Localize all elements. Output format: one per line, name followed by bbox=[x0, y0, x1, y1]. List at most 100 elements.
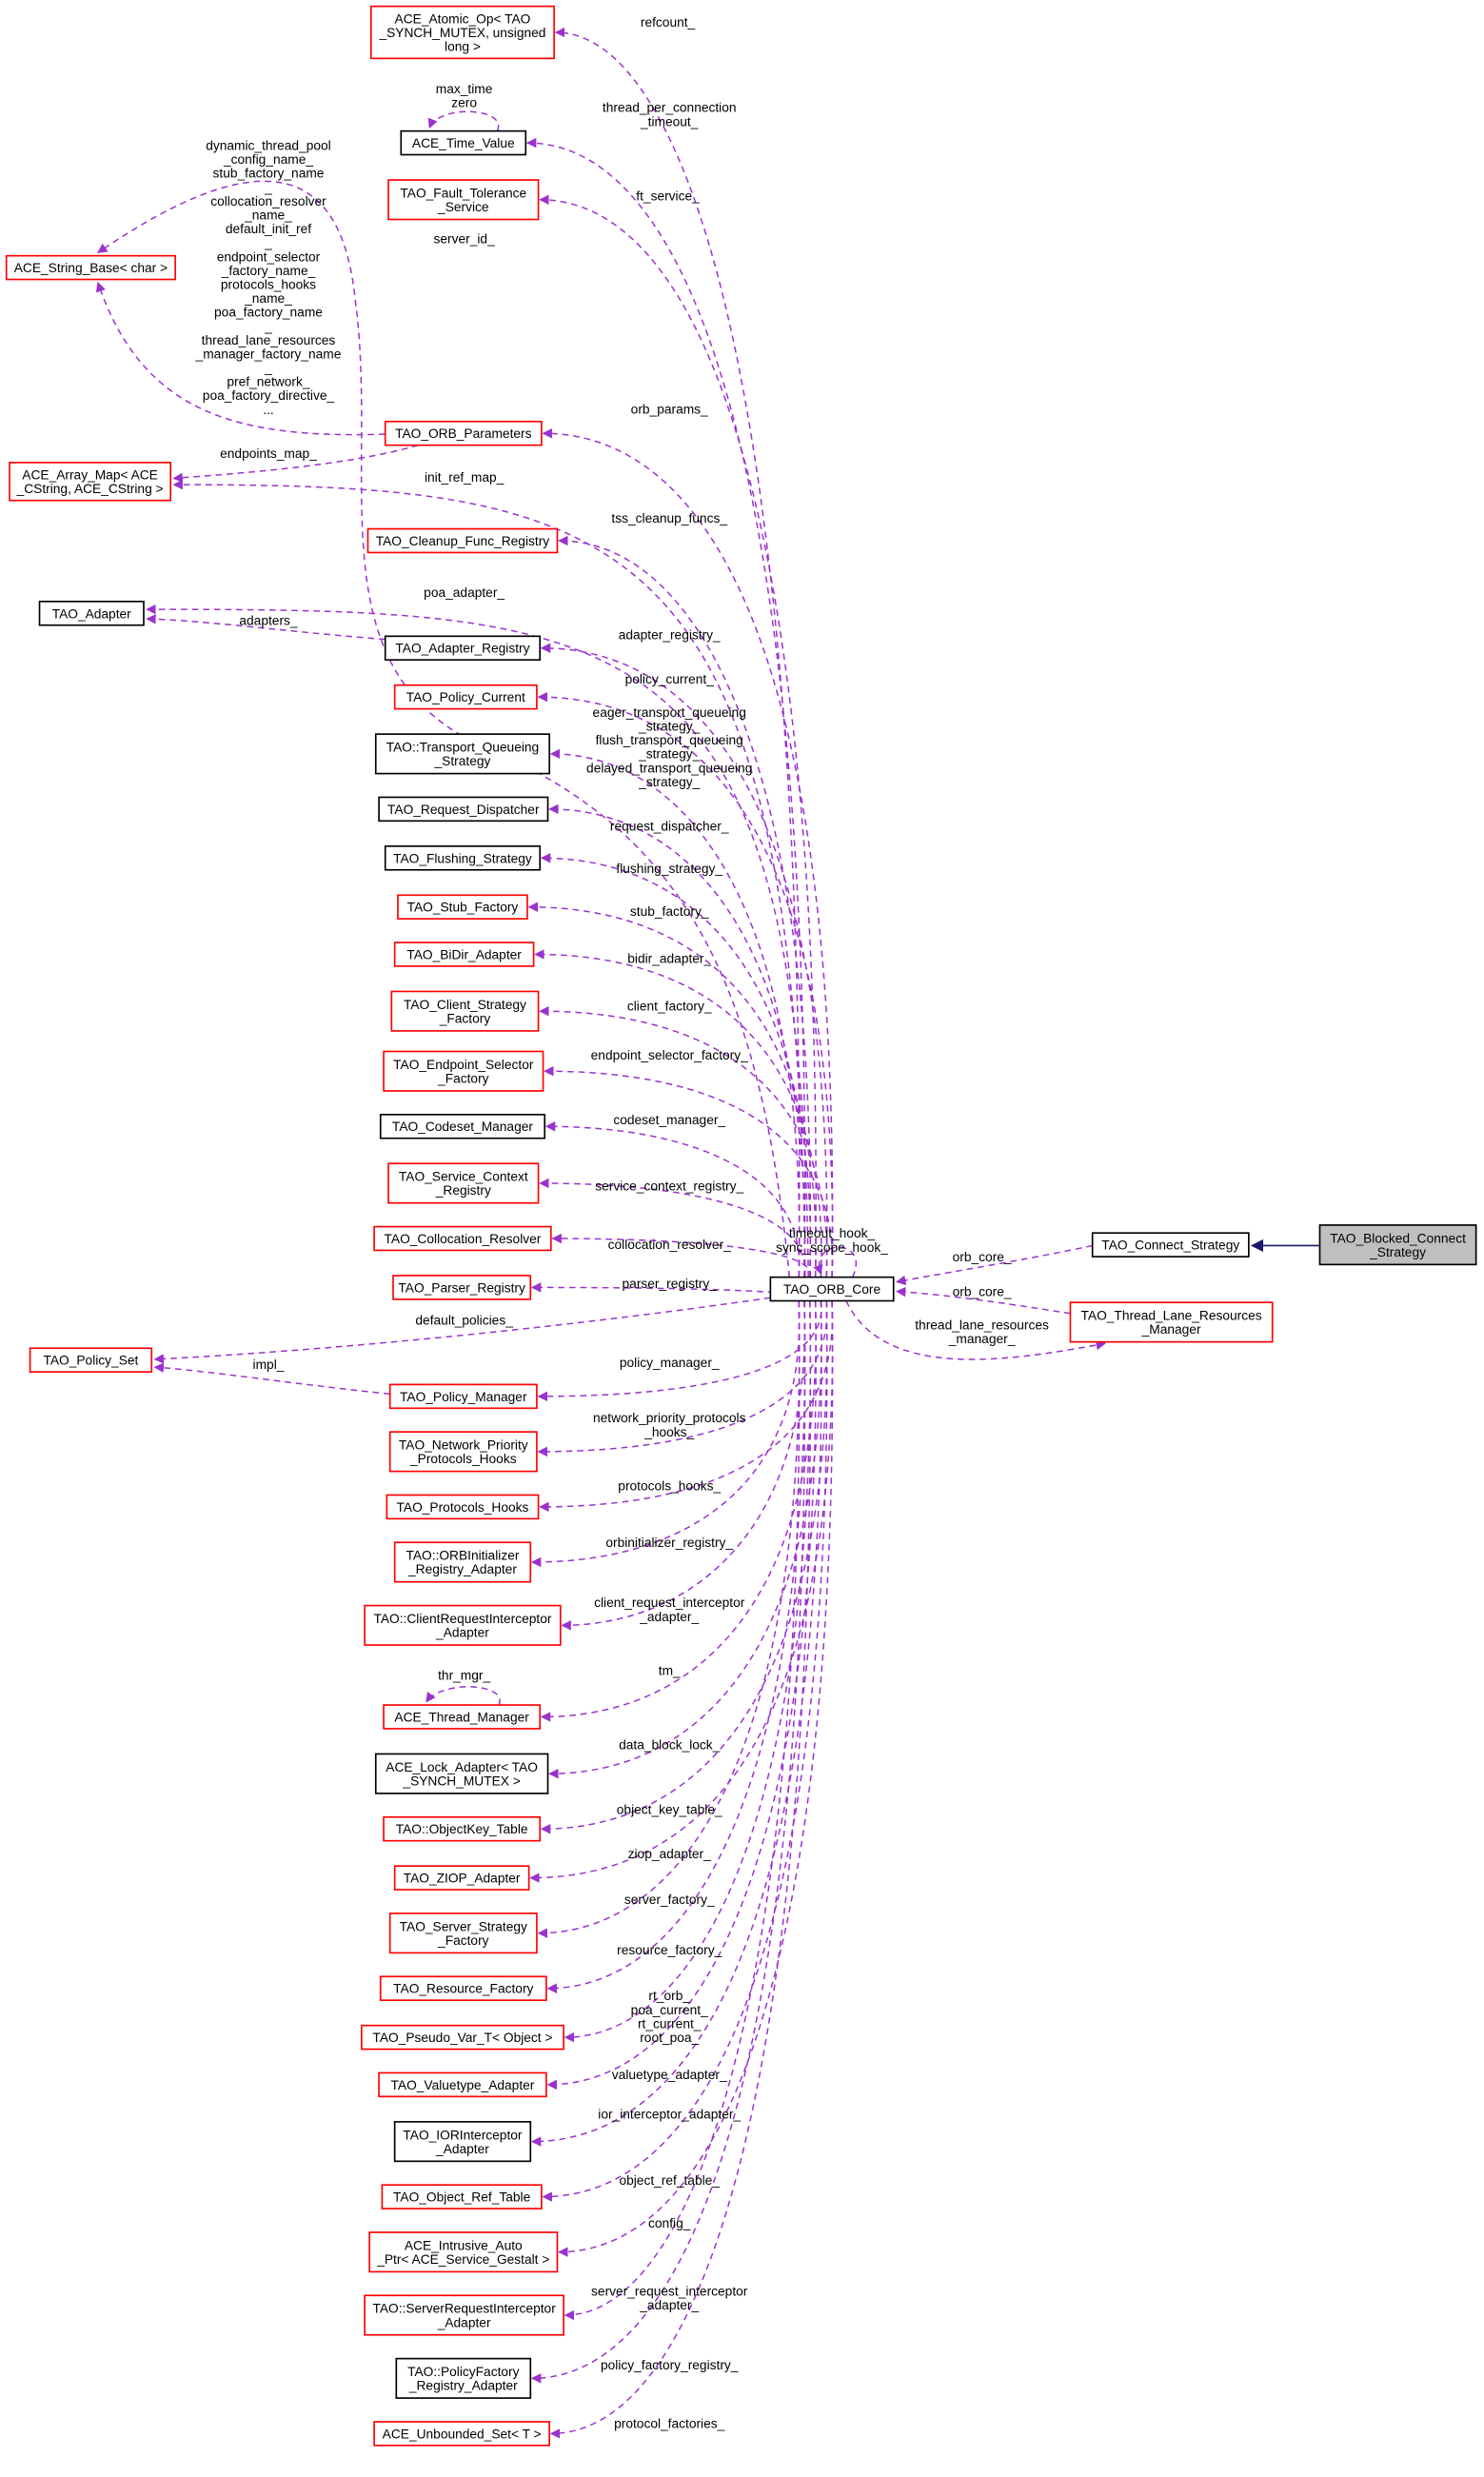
class-node-cri[interactable]: TAO::ClientRequestInterceptor _Adapter bbox=[364, 1604, 562, 1646]
class-node-arraymap[interactable]: ACE_Array_Map< ACE _CString, ACE_CString … bbox=[9, 462, 171, 502]
class-node-ft[interactable]: TAO_Fault_Tolerance _Service bbox=[387, 179, 540, 221]
usage-edge-core-to-policymgr bbox=[537, 1300, 822, 1402]
class-node-adapter[interactable]: TAO_Adapter bbox=[38, 601, 145, 626]
usage-edge-core-to-threadmgr bbox=[540, 1300, 817, 1722]
class-box bbox=[769, 1276, 895, 1302]
class-name: TAO_Adapter_Registry bbox=[395, 642, 529, 656]
class-node-flushing[interactable]: TAO_Flushing_Strategy bbox=[384, 845, 542, 871]
class-node-atomic[interactable]: ACE_Atomic_Op< TAO _SYNCH_MUTEX, unsigned… bbox=[369, 5, 555, 60]
edge-label: object_ref_table_ bbox=[619, 2173, 720, 2188]
class-node-connect[interactable]: TAO_Connect_Strategy bbox=[1091, 1232, 1250, 1258]
class-node-clientsf[interactable]: TAO_Client_Strategy _Factory bbox=[390, 990, 540, 1032]
edge-label: dynamic_thread_pool _config_name_ stub_fac… bbox=[195, 139, 342, 417]
class-box bbox=[1069, 1301, 1274, 1343]
class-node-endpointsf[interactable]: TAO_Endpoint_Selector _Factory bbox=[383, 1050, 544, 1092]
usage-edge-tlrm-to-core bbox=[895, 1286, 1071, 1315]
class-node-ssf[interactable]: TAO_Server_Strategy _Factory bbox=[388, 1912, 538, 1954]
class-name: TAO_Pseudo_Var_T< Object > bbox=[372, 2031, 552, 2045]
class-box bbox=[392, 1275, 532, 1300]
class-box bbox=[393, 1541, 532, 1583]
class-name: TAO_Client_Strategy _Factory bbox=[404, 998, 526, 1026]
usage-edge-core-to-arraymap bbox=[172, 479, 806, 1278]
class-node-blocked[interactable]: TAO_Blocked_Connect _Strategy bbox=[1318, 1224, 1477, 1266]
class-node-bidir[interactable]: TAO_BiDir_Adapter bbox=[393, 941, 535, 967]
class-node-okt[interactable]: TAO::ObjectKey_Table bbox=[383, 1815, 542, 1842]
class-node-codeset[interactable]: TAO_Codeset_Manager bbox=[379, 1113, 546, 1139]
class-node-parser[interactable]: TAO_Parser_Registry bbox=[392, 1275, 532, 1300]
class-box bbox=[393, 1865, 530, 1891]
class-node-reqdisp[interactable]: TAO_Request_Dispatcher bbox=[378, 796, 549, 822]
class-node-colloc[interactable]: TAO_Collocation_Resolver bbox=[373, 1225, 552, 1252]
class-node-policymgr[interactable]: TAO_Policy_Manager bbox=[388, 1383, 538, 1410]
class-node-cleanup[interactable]: TAO_Cleanup_Func_Registry bbox=[366, 527, 559, 554]
class-node-stringbase[interactable]: ACE_String_Base< char > bbox=[5, 254, 176, 281]
usage-edge-core-to-codeset bbox=[544, 1121, 801, 1278]
class-box bbox=[364, 1604, 562, 1646]
edge-label: eager_transport_queueing _strategy_ flush_… bbox=[586, 705, 752, 789]
edge-label: valuetype_adapter_ bbox=[612, 2068, 727, 2082]
usage-edge-core-to-timevalue bbox=[525, 137, 806, 1278]
class-box bbox=[381, 2184, 543, 2209]
class-name: ACE_Array_Map< ACE _CString, ACE_CString … bbox=[16, 467, 164, 496]
class-node-policycurrent[interactable]: TAO_Policy_Current bbox=[393, 684, 538, 710]
class-node-orbinit[interactable]: TAO::ORBInitializer _Registry_Adapter bbox=[393, 1541, 532, 1583]
usage-edge-core-to-bidir bbox=[534, 949, 822, 1278]
class-box bbox=[38, 601, 145, 626]
class-box bbox=[387, 179, 540, 221]
class-node-resfactory[interactable]: TAO_Resource_Factory bbox=[379, 1975, 547, 2001]
usage-edge-core-to-scr bbox=[539, 1178, 806, 1278]
class-name: TAO_ORB_Core bbox=[783, 1282, 881, 1297]
nodes-layer: ACE_Atomic_Op< TAO _SYNCH_MUTEX, unsigned… bbox=[5, 5, 1477, 2447]
class-node-adapterreg[interactable]: TAO_Adapter_Registry bbox=[384, 635, 542, 662]
class-node-tlrm[interactable]: TAO_Thread_Lane_Resources _Manager bbox=[1069, 1301, 1274, 1343]
usage-edge-connect-to-core bbox=[895, 1244, 1093, 1286]
usage-edge-core-to-orbinit bbox=[530, 1300, 801, 1568]
class-node-nph[interactable]: TAO_Network_Priority _Protocols_Hooks bbox=[388, 1431, 538, 1473]
class-node-unbounded[interactable]: ACE_Unbounded_Set< T > bbox=[373, 2421, 551, 2447]
class-node-scr[interactable]: TAO_Service_Context _Registry bbox=[387, 1162, 540, 1204]
class-node-intrusive[interactable]: ACE_Intrusive_Auto _Ptr< ACE_Service_Gest… bbox=[368, 2231, 559, 2273]
edge-label: codeset_manager_ bbox=[613, 1113, 725, 1127]
class-name: TAO_Resource_Factory bbox=[393, 1982, 533, 1996]
class-name: TAO_BiDir_Adapter bbox=[406, 947, 522, 961]
edge-label: server_request_interceptor _adapter_ bbox=[591, 2284, 748, 2312]
class-name: TAO_Server_Strategy _Factory bbox=[400, 1919, 527, 1948]
edge-label: rt_orb_ poa_current_ rt_current_ root_poa_ bbox=[631, 1989, 708, 2045]
class-node-core[interactable]: TAO_ORB_Core bbox=[769, 1276, 895, 1302]
edge-label: bidir_adapter_ bbox=[627, 952, 711, 966]
class-node-threadmgr[interactable]: ACE_Thread_Manager bbox=[383, 1704, 542, 1730]
class-node-policyset[interactable]: TAO_Policy_Set bbox=[29, 1347, 153, 1373]
class-node-stub[interactable]: TAO_Stub_Factory bbox=[397, 894, 528, 921]
edge-label: tss_cleanup_funcs_ bbox=[611, 511, 727, 525]
edge-label: client_factory_ bbox=[627, 999, 712, 1013]
usage-edge-core-to-resfactory bbox=[546, 1300, 806, 1993]
class-box bbox=[1318, 1224, 1477, 1266]
class-node-iorint[interactable]: TAO_IORInterceptor _Adapter bbox=[393, 2121, 532, 2163]
edge-label: data_block_lock_ bbox=[619, 1737, 721, 1752]
class-node-valuetype[interactable]: TAO_Valuetype_Adapter bbox=[378, 2071, 547, 2098]
usage-edge-core-to-endpointsf bbox=[544, 1065, 834, 1278]
class-box bbox=[388, 1431, 538, 1473]
class-node-pseudovar[interactable]: TAO_Pseudo_Var_T< Object > bbox=[361, 2024, 564, 2051]
edge-label: refcount_ bbox=[641, 15, 696, 30]
class-node-pfr[interactable]: TAO::PolicyFactory _Registry_Adapter bbox=[395, 2357, 532, 2399]
class-box bbox=[383, 1704, 542, 1730]
class-node-tqs[interactable]: TAO::Transport_Queueing _Strategy bbox=[374, 733, 551, 775]
class-name: TAO_ZIOP_Adapter bbox=[404, 1872, 521, 1886]
class-name: TAO_Fault_Tolerance _Service bbox=[400, 186, 526, 214]
class-node-sri[interactable]: TAO::ServerRequestInterceptor _Adapter bbox=[364, 2294, 564, 2336]
class-name: TAO_Endpoint_Selector _Factory bbox=[393, 1058, 534, 1086]
usage-edge-core-to-reqdisp bbox=[548, 803, 806, 1278]
usage-edge-threadmgr-to-threadmgr bbox=[425, 1686, 501, 1706]
class-name: TAO::Transport_Queueing _Strategy bbox=[386, 741, 540, 769]
class-node-ziop[interactable]: TAO_ZIOP_Adapter bbox=[393, 1865, 530, 1891]
class-name: TAO_Request_Dispatcher bbox=[387, 803, 540, 817]
class-node-timevalue[interactable]: ACE_Time_Value bbox=[400, 129, 527, 156]
class-node-orbparams[interactable]: TAO_ORB_Parameters bbox=[384, 420, 543, 446]
class-node-protohooks[interactable]: TAO_Protocols_Hooks bbox=[386, 1494, 540, 1520]
class-node-objref[interactable]: TAO_Object_Ref_Table bbox=[381, 2184, 543, 2209]
edge-label: policy_factory_registry_ bbox=[601, 2358, 739, 2372]
edge-label: thread_lane_resources _manager_ bbox=[915, 1318, 1049, 1346]
class-node-lockadapter[interactable]: ACE_Lock_Adapter< TAO _SYNCH_MUTEX > bbox=[374, 1753, 549, 1794]
class-name: TAO_Codeset_Manager bbox=[392, 1120, 533, 1134]
